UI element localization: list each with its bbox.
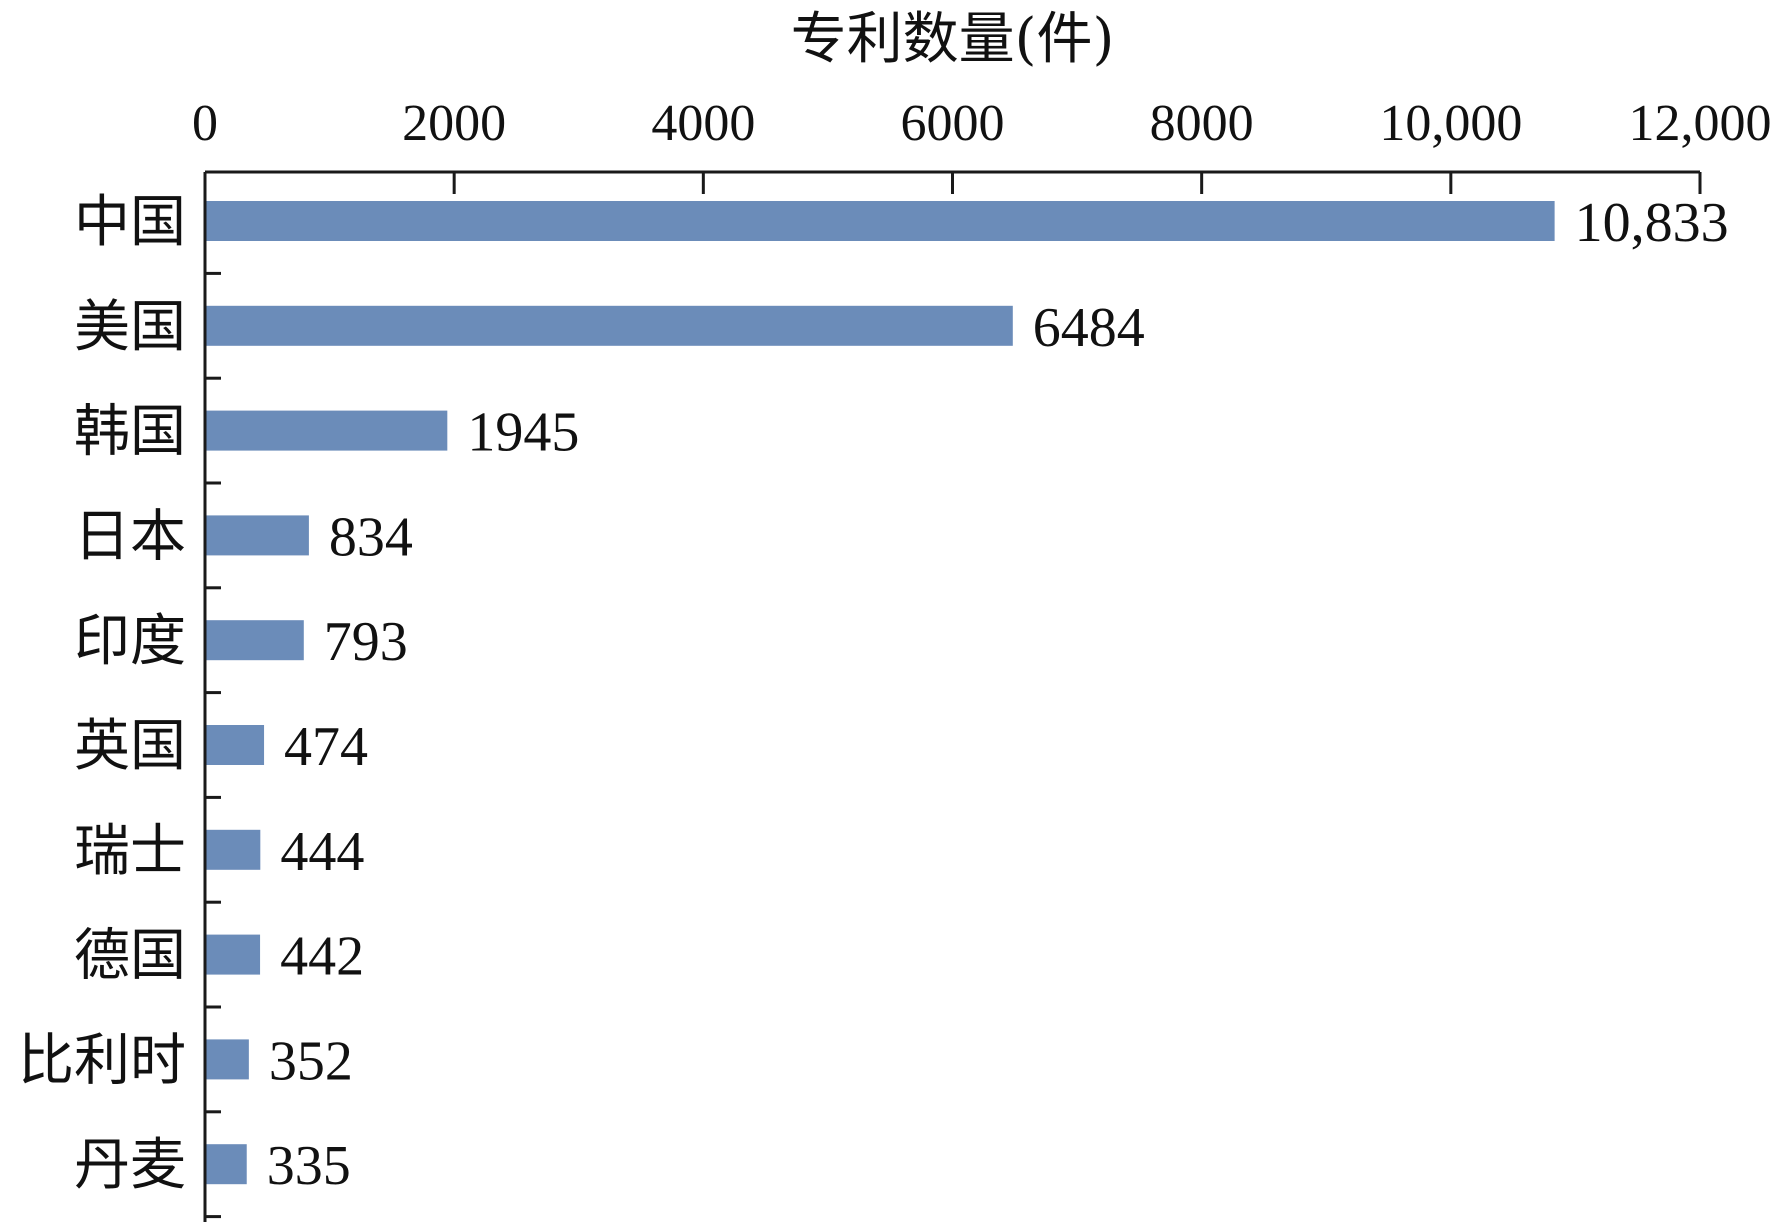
category-label: 英国: [74, 714, 186, 779]
bar: [205, 515, 309, 556]
value-label: 834: [329, 506, 413, 568]
category-label: 瑞士: [74, 819, 186, 884]
bar: [205, 201, 1555, 241]
category-label: 中国: [74, 190, 186, 255]
category-label: 印度: [74, 609, 186, 674]
x-tick-label: 8000: [1150, 95, 1254, 152]
x-tick-label: 4000: [651, 95, 755, 152]
value-label: 1945: [467, 402, 579, 464]
category-label: 美国: [74, 295, 186, 360]
category-label: 丹麦: [74, 1133, 186, 1198]
bar: [205, 1039, 249, 1080]
bar: [205, 725, 265, 765]
bar: [205, 1144, 247, 1185]
bar: [205, 829, 261, 870]
value-label: 442: [280, 926, 364, 988]
bar: [205, 305, 1013, 346]
value-label: 10,833: [1575, 192, 1729, 254]
value-label: 793: [324, 611, 408, 673]
category-label: 韩国: [74, 400, 186, 465]
bar: [205, 934, 261, 975]
x-axis-ticks: 0 2000 4000 6000 8000 10,000 12,000: [192, 95, 1772, 194]
category-label: 日本: [74, 504, 186, 569]
category-label: 德国: [74, 924, 186, 989]
x-tick-label: 6000: [901, 95, 1005, 152]
x-axis-title: 专利数量(件): [791, 7, 1115, 72]
category-label: 比利时: [18, 1028, 186, 1093]
value-label: 352: [269, 1030, 353, 1092]
x-tick-label: 2000: [402, 95, 506, 152]
bar: [205, 620, 304, 661]
bars: [205, 201, 1555, 1185]
x-tick-label: 0: [192, 95, 218, 152]
value-labels: 10,833 6484 1945 834 793 474 444 442 352 335: [267, 192, 1729, 1197]
bar: [205, 410, 448, 451]
value-label: 474: [284, 716, 368, 778]
value-label: 335: [267, 1135, 351, 1197]
value-label: 6484: [1033, 297, 1145, 359]
value-label: 444: [280, 821, 364, 883]
x-tick-label: 10,000: [1379, 95, 1522, 152]
x-tick-label: 12,000: [1629, 95, 1772, 152]
y-axis-ticks: [205, 271, 221, 1219]
